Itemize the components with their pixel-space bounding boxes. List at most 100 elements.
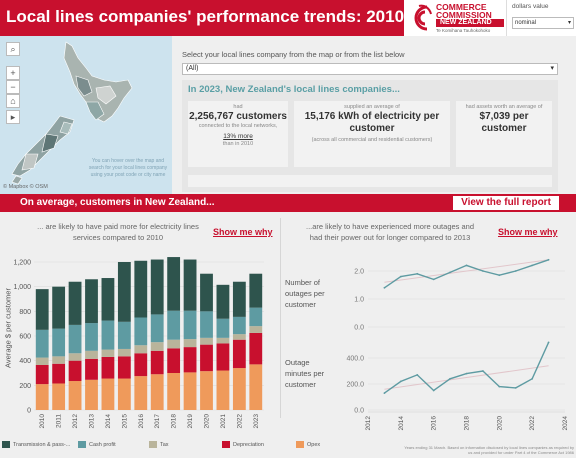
bar-segment xyxy=(216,337,230,344)
customers-suffix: than in 2010 xyxy=(222,141,254,147)
legend-item-depreciation[interactable]: Depreciation xyxy=(222,441,264,448)
section-divider xyxy=(280,218,281,418)
bar-segment xyxy=(150,342,164,351)
electricity-post: (across all commercial and residential c… xyxy=(311,137,433,143)
data-point xyxy=(399,275,402,278)
bar-segment xyxy=(167,257,181,311)
data-point xyxy=(514,270,517,272)
bar-segment xyxy=(167,310,181,340)
search-icon[interactable]: ⌕ xyxy=(6,42,20,56)
bar-segment xyxy=(134,345,148,354)
data-point xyxy=(482,370,484,372)
summary-panel: In 2023, New Zealand's local lines compa… xyxy=(182,80,558,192)
assets-card: had assets worth an average of $7,039 pe… xyxy=(456,101,552,167)
trend-line xyxy=(384,259,549,283)
x-tick-label: 2012 xyxy=(72,414,79,429)
customers-pre: had xyxy=(233,104,243,110)
bar-segment xyxy=(134,260,148,318)
bar-segment xyxy=(183,259,197,311)
data-point xyxy=(514,387,517,389)
bar-segment xyxy=(150,314,164,343)
dollars-value-dropdown[interactable]: nominal ▾ xyxy=(512,17,574,29)
bar-segment xyxy=(216,370,230,410)
map-attribution[interactable]: © Mapbox © OSM xyxy=(3,184,48,190)
dollars-value-panel: dollars value nominal ▾ xyxy=(506,0,576,36)
company-select-dropdown[interactable]: (All) ▾ xyxy=(182,63,558,75)
electricity-pre: supplied an average of xyxy=(344,104,400,110)
bar-segment xyxy=(85,323,98,351)
bar-segment xyxy=(35,364,49,385)
section-banner: On average, customers in New Zealand... … xyxy=(0,194,576,212)
show-me-why-outages-link[interactable]: Show me why xyxy=(498,227,558,237)
nz-map[interactable]: ⌕ + − ⌂ ▸ You can hover over the map and… xyxy=(0,36,172,194)
data-point xyxy=(449,377,451,380)
right-subtitle-1: ...are likely to have experienced more o… xyxy=(305,222,475,231)
x-tick-label: 2024 xyxy=(562,416,569,431)
data-point xyxy=(498,274,501,277)
minutes-label-line1: Outage xyxy=(285,358,310,367)
bar-segment xyxy=(85,379,98,410)
play-icon[interactable]: ▸ xyxy=(6,110,20,124)
data-point xyxy=(416,374,419,376)
view-full-report-button[interactable]: View the full report xyxy=(453,196,559,210)
legend-label: Depreciation xyxy=(233,441,264,448)
show-me-why-costs-link[interactable]: Show me why xyxy=(213,227,273,237)
x-tick-label: 2021 xyxy=(220,414,227,429)
data-point xyxy=(547,341,550,344)
bar-segment xyxy=(117,378,131,410)
bar-segment xyxy=(35,384,49,410)
x-tick-label: 2014 xyxy=(105,414,112,429)
x-tick-label: 2017 xyxy=(154,414,161,429)
banner-text: On average, customers in New Zealand... xyxy=(20,197,215,208)
x-tick-label: 2019 xyxy=(187,414,194,429)
bar-segment xyxy=(52,356,66,364)
bar-segment xyxy=(52,286,66,329)
x-tick-label: 2011 xyxy=(56,414,63,428)
bar-segment xyxy=(101,349,115,357)
legend-item-cash-profit[interactable]: Cash profit xyxy=(78,441,116,448)
bar-segment xyxy=(52,328,66,357)
data-point xyxy=(465,264,468,267)
bar-segment xyxy=(150,374,164,410)
bar-segment xyxy=(167,373,181,410)
minutes-label-line3: customer xyxy=(285,380,316,389)
home-icon[interactable]: ⌂ xyxy=(6,94,20,108)
data-point xyxy=(383,392,386,394)
logo-text-line2: COMMISSION xyxy=(436,10,492,20)
y-tick-label: 0 xyxy=(27,408,31,415)
summary-footer-strip xyxy=(188,175,552,187)
assets-pre: had assets worth an average of xyxy=(465,104,543,110)
bar-segment xyxy=(216,318,230,338)
x-tick-label: 2018 xyxy=(171,414,178,429)
zoom-out-icon[interactable]: − xyxy=(6,80,20,94)
dollars-value-selected: nominal xyxy=(515,20,537,26)
outages-label-line2: outages per xyxy=(285,289,325,298)
series-line xyxy=(384,259,549,289)
chevron-down-icon: ▾ xyxy=(567,20,571,26)
data-point xyxy=(531,377,534,380)
bar-segment xyxy=(232,368,246,410)
bar-segment xyxy=(200,371,213,410)
bar-segment xyxy=(232,334,246,340)
summary-heading: In 2023, New Zealand's local lines compa… xyxy=(188,84,400,95)
x-tick-label: 2010 xyxy=(39,414,46,429)
bar-segment xyxy=(35,289,49,330)
company-select-value: (All) xyxy=(186,65,199,72)
legend-item-transmission[interactable]: Transmission & pass-... xyxy=(2,441,70,448)
trend-line xyxy=(384,365,549,390)
company-select-label: Select your local lines company from the… xyxy=(182,50,405,59)
minutes-label-line2: minutes per xyxy=(285,369,325,378)
bar-segment xyxy=(134,376,148,410)
footnote: Years ending 31 March. Based on informat… xyxy=(404,445,574,455)
bar-segment xyxy=(249,307,263,327)
bar-segment xyxy=(183,372,197,410)
legend-label: Transmission & pass-... xyxy=(13,441,71,448)
bar-segment xyxy=(117,356,131,379)
zoom-in-icon[interactable]: + xyxy=(6,66,20,80)
customers-pct-link[interactable]: 13% more xyxy=(223,133,253,140)
legend-item-tax[interactable]: Tax xyxy=(149,441,169,448)
legend-item-opex[interactable]: Opex xyxy=(296,441,320,448)
bar-segment xyxy=(200,273,213,312)
bar-segment xyxy=(85,350,98,359)
